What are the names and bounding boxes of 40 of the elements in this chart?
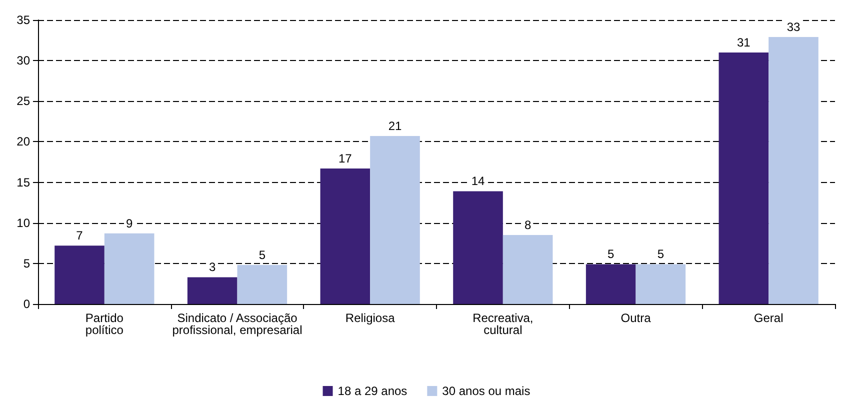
data-label: 21 bbox=[388, 119, 402, 134]
bar bbox=[370, 136, 420, 304]
bar bbox=[104, 233, 154, 304]
bar bbox=[320, 168, 370, 304]
x-tick-label: Religiosa bbox=[345, 311, 396, 325]
y-tick-label: 15 bbox=[16, 175, 30, 190]
x-tick-label: Geral bbox=[754, 311, 784, 325]
data-label: 17 bbox=[338, 151, 352, 166]
data-label: 14 bbox=[471, 174, 486, 188]
bar bbox=[187, 277, 238, 304]
y-tick-label: 0 bbox=[23, 297, 30, 311]
legend-label: 18 a 29 anos bbox=[338, 384, 408, 398]
data-label: 9 bbox=[126, 216, 133, 230]
bar bbox=[237, 265, 288, 304]
data-label: 5 bbox=[258, 248, 266, 262]
x-tick-label: Outra bbox=[620, 311, 652, 325]
bar bbox=[718, 52, 769, 304]
data-label: 5 bbox=[657, 247, 664, 262]
y-tick-label: 5 bbox=[23, 256, 30, 270]
data-label: 3 bbox=[209, 260, 216, 274]
bar bbox=[636, 264, 686, 304]
y-tick-label: 30 bbox=[16, 54, 30, 68]
x-tick-label: Recreativa, cultural bbox=[472, 311, 534, 337]
bar bbox=[768, 37, 818, 304]
y-tick-label: 35 bbox=[16, 13, 30, 27]
x-tick-label: Sindicato / Associação profissional, empresarial bbox=[172, 311, 302, 337]
x-tick-label: Partido político bbox=[85, 311, 124, 337]
y-tick-label: 25 bbox=[16, 94, 30, 108]
data-label: 7 bbox=[76, 228, 84, 243]
data-label: 31 bbox=[736, 35, 751, 50]
bar bbox=[453, 191, 503, 304]
data-label: 33 bbox=[786, 20, 800, 34]
bar bbox=[54, 246, 104, 304]
data-label: 8 bbox=[524, 218, 532, 232]
y-tick-label: 20 bbox=[16, 134, 30, 149]
legend-label: 30 anos ou mais bbox=[442, 384, 530, 398]
bar bbox=[586, 264, 636, 304]
bar bbox=[502, 235, 553, 304]
y-tick-label: 10 bbox=[16, 216, 30, 230]
data-label: 5 bbox=[608, 247, 614, 262]
